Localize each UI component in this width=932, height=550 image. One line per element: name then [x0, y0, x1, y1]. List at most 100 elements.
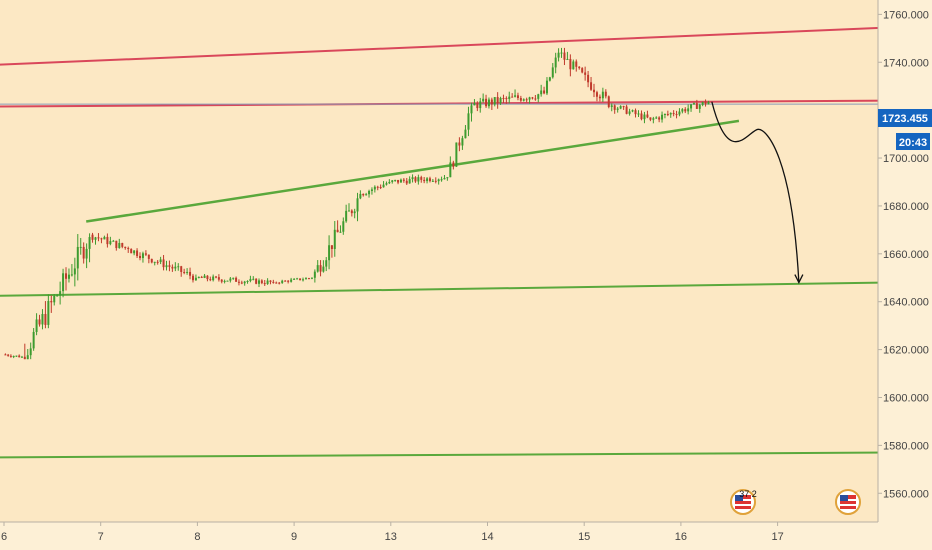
candle	[305, 277, 308, 280]
candle	[240, 280, 243, 285]
candle	[38, 314, 41, 327]
candle-body	[191, 275, 194, 281]
candle	[258, 278, 261, 288]
candle-body	[646, 114, 649, 118]
candle-body	[56, 295, 59, 297]
candle	[502, 94, 505, 103]
candle	[299, 278, 302, 281]
candle-body	[598, 96, 601, 99]
candle-body	[537, 94, 540, 99]
candle-body	[263, 283, 266, 285]
candle-body	[452, 162, 455, 167]
candle	[490, 97, 493, 110]
candle-body	[229, 278, 232, 281]
upper-resistance-line[interactable]	[0, 26, 889, 66]
candle-body	[272, 281, 275, 283]
candle	[153, 261, 156, 266]
candle-body	[266, 280, 269, 284]
projection-path[interactable]	[711, 101, 800, 283]
candle	[249, 275, 252, 283]
candle	[625, 104, 628, 115]
candle	[302, 277, 305, 282]
candle	[388, 179, 391, 185]
candle-body	[634, 110, 637, 115]
candle	[197, 276, 200, 279]
candle-body	[493, 97, 496, 105]
candle-body	[109, 241, 112, 245]
candle	[32, 328, 35, 351]
candle	[610, 103, 613, 112]
candle-body	[258, 280, 261, 284]
event-badge-2[interactable]	[835, 489, 861, 515]
candle-body	[32, 331, 35, 349]
candle-body	[284, 280, 287, 282]
candle	[569, 54, 572, 77]
candle	[212, 274, 215, 282]
candle-body	[554, 57, 557, 68]
plot-background	[0, 0, 878, 522]
candle-body	[587, 74, 590, 83]
candle-body	[217, 277, 220, 280]
candle	[23, 343, 26, 360]
candle-body	[695, 103, 698, 109]
arrowhead-icon	[794, 274, 804, 285]
candle	[220, 279, 223, 284]
candle-body	[446, 177, 449, 179]
candle	[534, 94, 537, 101]
countdown-value: 20:43	[899, 137, 927, 149]
candle-body	[293, 278, 296, 280]
support-line[interactable]	[0, 281, 889, 297]
candle	[479, 97, 482, 113]
candle	[428, 176, 431, 183]
candle	[322, 260, 325, 273]
candle-body	[121, 243, 124, 247]
candle	[637, 110, 640, 117]
candle-body	[44, 313, 47, 325]
candle	[365, 192, 368, 196]
candle	[67, 268, 70, 283]
candle	[519, 95, 522, 103]
candle-body	[692, 103, 695, 105]
candle-body	[15, 355, 18, 357]
current-resistance-line[interactable]	[0, 99, 889, 108]
candle	[473, 99, 476, 106]
candle	[464, 125, 467, 139]
candle	[275, 281, 278, 284]
candle	[370, 187, 373, 195]
candle	[704, 99, 707, 107]
bottom-support-line[interactable]	[0, 451, 889, 459]
event-badges[interactable]: 37 2	[730, 489, 861, 515]
candle	[434, 177, 437, 184]
candle	[12, 355, 15, 359]
event-badge-1[interactable]: 37 2	[730, 489, 757, 515]
candle-body	[394, 179, 397, 181]
candle	[687, 104, 690, 115]
candle-body	[200, 276, 203, 278]
candle-body	[112, 240, 115, 242]
time-axis-background[interactable]	[0, 522, 878, 550]
candle-body	[640, 113, 643, 120]
candle	[269, 280, 272, 285]
candle-body	[613, 105, 616, 110]
candle-body	[118, 243, 121, 249]
price-axis-background[interactable]	[878, 0, 932, 550]
candle-body	[566, 58, 569, 60]
lower-channel-line[interactable]	[86, 119, 740, 223]
price-tick-label: 1700.000	[883, 153, 929, 165]
candle	[91, 232, 94, 243]
candle	[554, 52, 557, 74]
candle	[493, 97, 496, 107]
candle	[508, 91, 511, 104]
last-price-tag: 1723.455 20:43	[878, 109, 932, 150]
candle-body	[443, 178, 446, 180]
candle-body	[482, 98, 485, 102]
candle-body	[47, 300, 50, 325]
candle-body	[373, 186, 376, 190]
candle-body	[100, 238, 103, 240]
candle	[356, 192, 359, 222]
time-tick-label: 9	[291, 531, 297, 543]
candle	[325, 257, 328, 272]
candle	[79, 237, 82, 255]
